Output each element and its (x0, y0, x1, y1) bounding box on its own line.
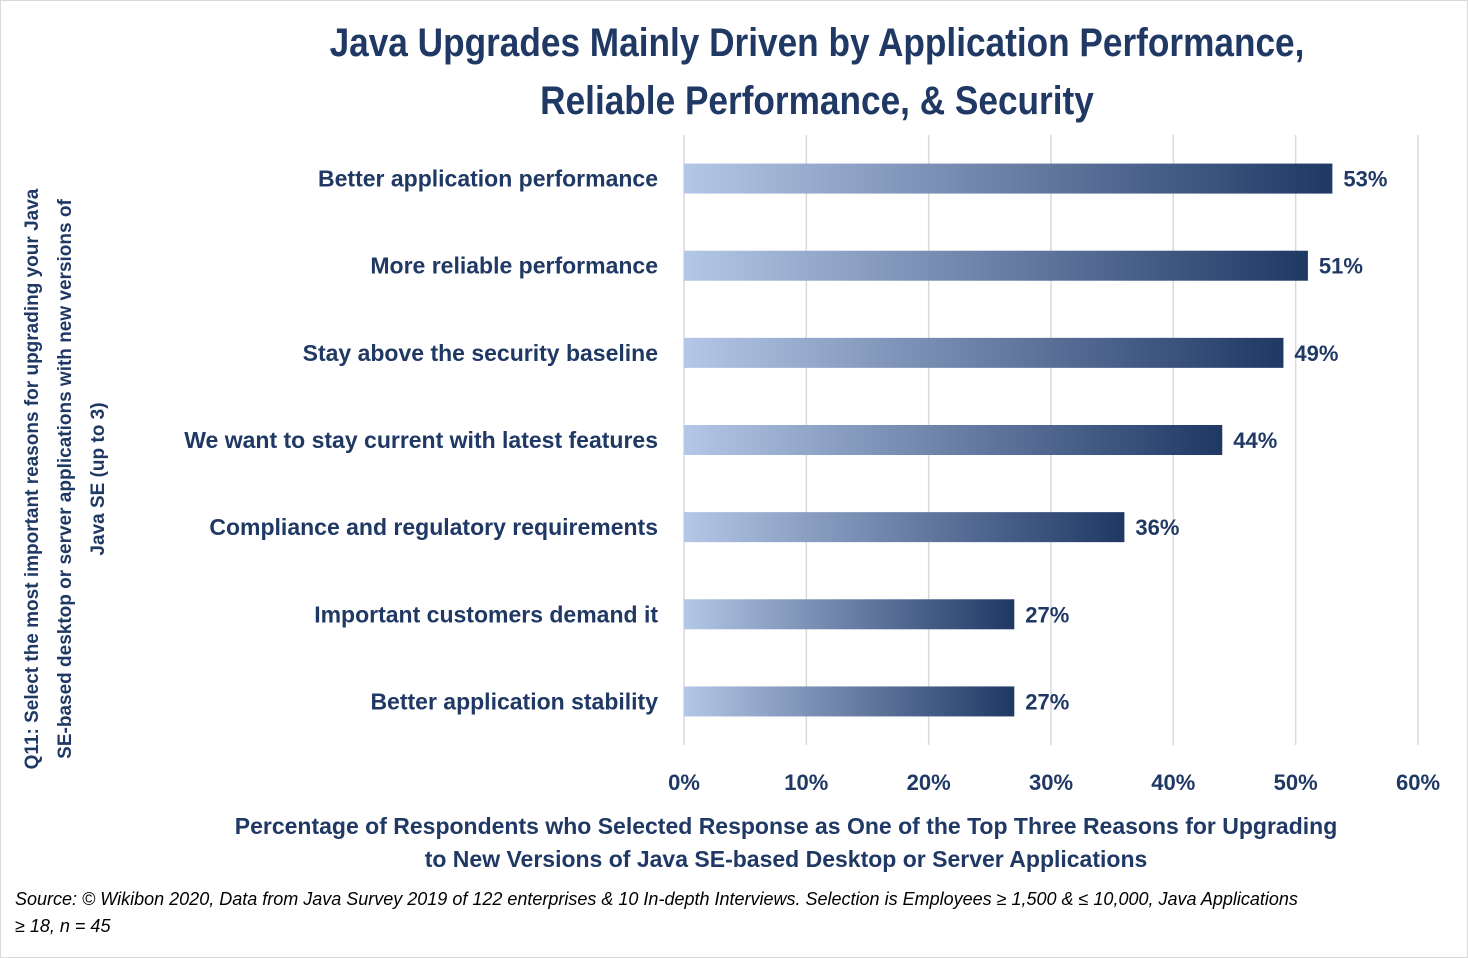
data-label: 49% (1294, 341, 1338, 366)
x-axis-title-line-1: Percentage of Respondents who Selected R… (234, 813, 1338, 839)
bar (684, 337, 1284, 368)
x-tick-label: 0% (668, 770, 700, 795)
x-tick-label: 40% (1151, 770, 1195, 795)
bar (684, 425, 1223, 455)
bars (684, 163, 1333, 717)
x-tick-label: 10% (784, 770, 828, 795)
data-label: 27% (1025, 689, 1069, 714)
x-tick-label: 60% (1396, 770, 1440, 795)
bar (684, 250, 1308, 281)
category-label: Compliance and regulatory requirements (209, 514, 658, 540)
labels: 0% 10% 20% 30% 40% 50% 60% Better application p… (184, 166, 1440, 795)
bar (684, 163, 1333, 194)
data-label: 53% (1343, 167, 1387, 192)
category-label: Better application performance (318, 166, 658, 192)
category-label: Stay above the security baseline (303, 340, 658, 366)
category-label: More reliable performance (370, 253, 658, 279)
bar (684, 686, 1015, 717)
data-label: 44% (1233, 428, 1277, 453)
category-label: Important customers demand it (314, 601, 658, 627)
data-label: 51% (1319, 254, 1363, 279)
data-label: 36% (1135, 515, 1179, 540)
x-tick-label: 50% (1274, 770, 1318, 795)
x-axis-title-line-2: to New Versions of Java SE-based Desktop… (424, 846, 1148, 872)
bar (684, 512, 1125, 543)
category-label: Better application stability (370, 688, 658, 714)
x-tick-label: 20% (907, 770, 951, 795)
category-label: We want to stay current with latest feat… (184, 427, 658, 453)
x-tick-label: 30% (1029, 770, 1073, 795)
source-note-line-1: Source: © Wikibon 2020, Data from Java S… (15, 889, 1298, 909)
data-label: 27% (1025, 602, 1069, 627)
chart-title-line-2: Reliable Performance, & Security (540, 79, 1094, 123)
bar (684, 599, 1015, 630)
source-note-line-2: ≥ 18, n = 45 (15, 916, 111, 936)
chart-title-line-1: Java Upgrades Mainly Driven by Applicati… (329, 21, 1305, 65)
